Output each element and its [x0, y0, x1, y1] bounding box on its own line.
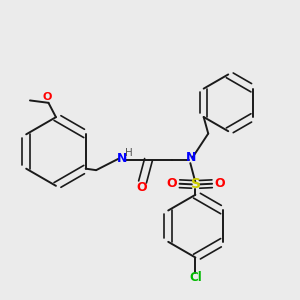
- Text: O: O: [167, 177, 177, 190]
- Text: N: N: [116, 152, 127, 165]
- Text: N: N: [186, 151, 196, 164]
- Text: O: O: [136, 181, 147, 194]
- Text: H: H: [124, 148, 132, 158]
- Text: S: S: [191, 177, 201, 191]
- Text: O: O: [42, 92, 52, 102]
- Text: Cl: Cl: [189, 271, 202, 284]
- Text: O: O: [214, 177, 225, 190]
